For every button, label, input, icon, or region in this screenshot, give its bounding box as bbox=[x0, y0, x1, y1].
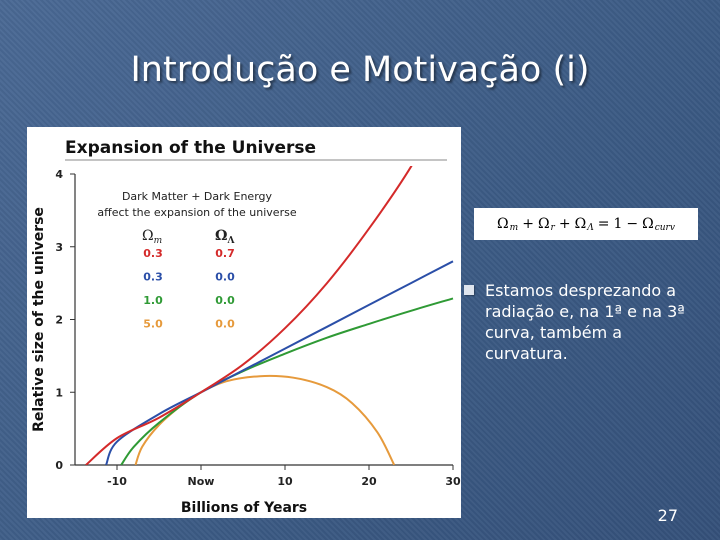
annotation-line-1: Dark Matter + Dark Energy bbox=[122, 190, 273, 203]
series-line-3 bbox=[134, 374, 396, 465]
legend-omega-lambda-value: 0.7 bbox=[215, 247, 235, 260]
legend: Dark Matter + Dark Energy affect the expa… bbox=[97, 190, 296, 331]
legend-header-omega-m: Ωm bbox=[142, 228, 162, 246]
x-axis-label: Billions of Years bbox=[181, 500, 307, 516]
expansion-chart: Expansion of the Universe 0 1 2 3 4 -10 Now 10 2… bbox=[27, 127, 461, 518]
annotation-line-2: affect the expansion of the universe bbox=[97, 206, 296, 219]
one-value: 1 bbox=[613, 216, 623, 232]
axes: 0 1 2 3 4 -10 Now 10 20 30 Billions of Years Relati… bbox=[31, 168, 461, 516]
omega-m-symbol: Ω bbox=[497, 216, 509, 232]
plus-sign-2: + bbox=[558, 216, 571, 232]
omega-lambda-symbol: Ω bbox=[574, 216, 587, 232]
equals-sign: = bbox=[597, 216, 610, 232]
series-line-1 bbox=[105, 260, 454, 465]
plus-sign-1: + bbox=[522, 216, 534, 232]
legend-header-omega-m-symbol: Ω bbox=[142, 228, 154, 244]
x-tick-label: -10 bbox=[107, 475, 127, 488]
x-tick-label: 10 bbox=[277, 475, 293, 488]
series-line-0 bbox=[85, 166, 413, 465]
chart-svg: Expansion of the Universe 0 1 2 3 4 -10 Now 10 2… bbox=[31, 138, 461, 516]
y-tick-label: 2 bbox=[55, 314, 63, 327]
x-tick-label: 30 bbox=[445, 475, 461, 488]
omega-r-symbol: Ω bbox=[537, 216, 550, 232]
omega-curv-subscript: curv bbox=[654, 223, 675, 233]
legend-header-omega-m-subscript: m bbox=[154, 236, 163, 246]
slide-title: Introdução e Motivação (i) bbox=[130, 50, 590, 90]
legend-omega-m-value: 1.0 bbox=[143, 294, 163, 307]
omega-m-subscript: m bbox=[509, 223, 519, 233]
legend-omega-lambda-value: 0.0 bbox=[215, 294, 235, 307]
legend-omega-m-value: 0.3 bbox=[143, 247, 163, 260]
legend-omega-m-value: 5.0 bbox=[143, 318, 163, 331]
bullet-square-icon bbox=[464, 285, 474, 295]
note-text: Estamos desprezando a radiação e, na 1ª … bbox=[485, 281, 685, 363]
page-number: 27 bbox=[657, 506, 678, 525]
minus-sign: − bbox=[626, 216, 639, 232]
legend-header-omega-lambda: ΩΛ bbox=[215, 228, 235, 246]
legend-omega-m-value: 0.3 bbox=[143, 271, 163, 284]
y-axis-label: Relative size of the universe bbox=[31, 207, 47, 432]
y-tick-label: 3 bbox=[55, 241, 63, 254]
series-line-2 bbox=[120, 297, 454, 465]
omega-r-subscript: r bbox=[550, 223, 555, 233]
curves bbox=[85, 166, 454, 465]
omega-curv-symbol: Ω bbox=[642, 216, 654, 232]
y-tick-label: 1 bbox=[55, 386, 63, 399]
legend-header-omega-lambda-symbol: Ω bbox=[215, 228, 227, 244]
chart-title-text: Expansion of the Universe bbox=[65, 138, 316, 158]
x-tick-label: 20 bbox=[361, 475, 377, 488]
x-tick-label: Now bbox=[188, 475, 215, 488]
legend-omega-lambda-value: 0.0 bbox=[215, 271, 235, 284]
chart-title: Expansion of the Universe bbox=[65, 138, 316, 158]
y-tick-label: 4 bbox=[55, 168, 63, 181]
y-tick-label: 0 bbox=[55, 459, 63, 472]
legend-header-omega-lambda-subscript: Λ bbox=[226, 236, 235, 246]
legend-omega-lambda-value: 0.0 bbox=[215, 318, 235, 331]
omega-lambda-subscript: Λ bbox=[587, 223, 594, 233]
